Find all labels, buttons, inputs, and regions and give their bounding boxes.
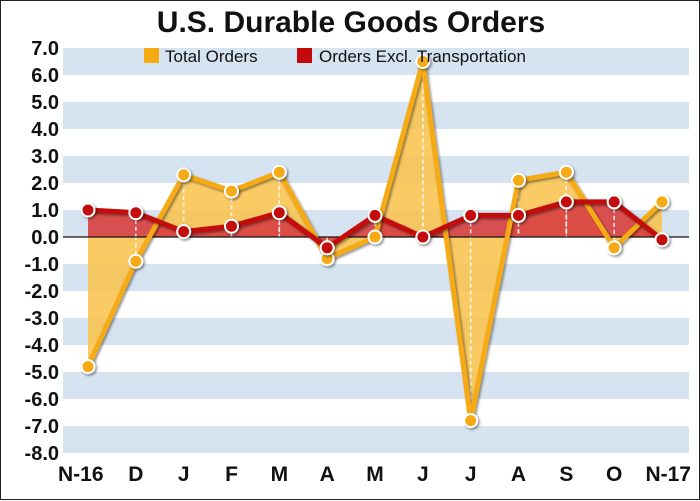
y-tick-label: 1.0 <box>31 200 59 222</box>
point-total-orders <box>80 359 96 375</box>
point-total-orders <box>367 229 383 245</box>
point-orders-excl-transportation <box>654 232 670 248</box>
x-tick-label: A <box>511 463 526 486</box>
y-tick-label: -8.0 <box>25 443 59 465</box>
x-tick-label: S <box>559 463 573 486</box>
grid-band <box>63 48 689 75</box>
grid-band <box>63 318 689 345</box>
y-tick-label: -5.0 <box>25 362 59 384</box>
point-orders-excl-transportation <box>319 240 335 256</box>
grid-band <box>63 372 689 399</box>
point-total-orders <box>176 167 192 183</box>
x-tick-label: J <box>417 463 429 486</box>
y-tick-label: 6.0 <box>31 65 59 87</box>
point-total-orders <box>511 172 526 188</box>
x-tick-label: N-16 <box>58 463 104 486</box>
y-tick-label: 4.0 <box>31 119 59 141</box>
y-tick-label: 2.0 <box>31 173 59 195</box>
point-total-orders <box>224 183 239 199</box>
point-orders-excl-transportation <box>367 207 383 223</box>
series-points <box>80 54 670 429</box>
x-tick-labels: N-16 D J F M A M J J A S O N-17 <box>58 463 691 486</box>
point-orders-excl-transportation <box>511 207 526 223</box>
y-tick-label: 0.0 <box>31 227 59 249</box>
x-tick-label: F <box>225 463 238 486</box>
x-tick-label: D <box>128 463 143 486</box>
point-total-orders <box>606 240 622 256</box>
grid-band <box>63 426 689 453</box>
y-tick-label: -7.0 <box>25 416 59 438</box>
point-total-orders <box>558 164 574 180</box>
grid-band <box>63 264 689 291</box>
y-tick-label: 5.0 <box>31 92 59 114</box>
grid-band <box>63 156 689 183</box>
legend-label-total-orders: Total Orders <box>165 47 258 66</box>
point-orders-excl-transportation <box>415 229 431 245</box>
x-tick-label: A <box>320 463 335 486</box>
x-tick-label: J <box>178 463 190 486</box>
grid-band <box>63 102 689 129</box>
point-orders-excl-transportation <box>224 218 239 234</box>
point-orders-excl-transportation <box>176 224 192 240</box>
y-tick-label: 7.0 <box>31 38 59 60</box>
point-orders-excl-transportation <box>558 194 574 210</box>
point-orders-excl-transportation <box>271 205 287 221</box>
legend: Total Orders Orders Excl. Transportation <box>144 47 526 66</box>
legend-swatch-total-orders <box>144 48 159 63</box>
x-tick-label: O <box>606 463 622 486</box>
point-orders-excl-transportation <box>128 205 144 221</box>
point-total-orders <box>271 164 287 180</box>
legend-swatch-orders-excl-transportation <box>297 48 312 63</box>
point-total-orders <box>654 194 670 210</box>
chart-title: U.S. Durable Goods Orders <box>157 6 545 39</box>
y-tick-label: -3.0 <box>25 308 59 330</box>
x-tick-label: M <box>271 463 289 486</box>
point-total-orders <box>128 253 144 269</box>
y-tick-label: 3.0 <box>31 146 59 168</box>
point-orders-excl-transportation <box>463 207 479 223</box>
point-orders-excl-transportation <box>80 202 96 218</box>
point-total-orders <box>415 54 431 69</box>
x-tick-label: J <box>465 463 477 486</box>
point-orders-excl-transportation <box>606 194 622 210</box>
y-tick-label: -4.0 <box>25 335 59 357</box>
y-tick-label: -6.0 <box>25 389 59 411</box>
point-total-orders <box>463 413 479 429</box>
x-tick-label: N-17 <box>645 463 691 486</box>
grid-bands <box>63 48 689 453</box>
y-tick-labels: 7.0 6.0 5.0 4.0 3.0 2.0 1.0 0.0 -1.0 -2.0 -3.0 -4.0… <box>25 38 59 465</box>
y-tick-label: -1.0 <box>25 254 59 276</box>
x-tick-label: M <box>366 463 384 486</box>
y-tick-label: -2.0 <box>25 281 59 303</box>
legend-label-orders-excl-transportation: Orders Excl. Transportation <box>319 47 526 66</box>
